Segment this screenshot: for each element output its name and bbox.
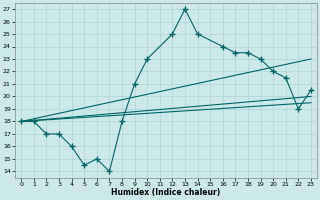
X-axis label: Humidex (Indice chaleur): Humidex (Indice chaleur) (111, 188, 221, 197)
